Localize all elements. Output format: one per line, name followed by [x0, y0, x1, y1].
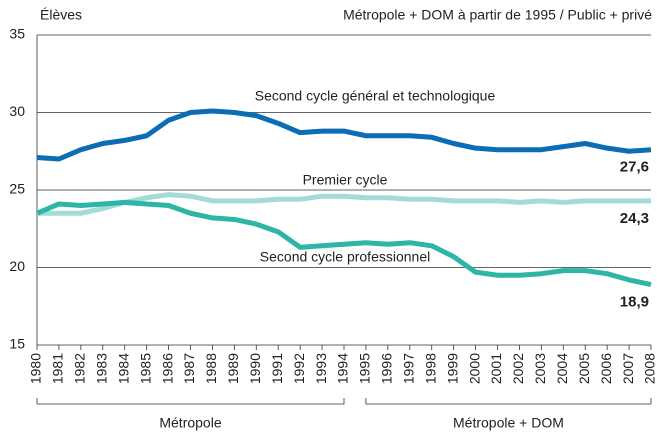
x-tick-label: 2001 [488, 353, 504, 384]
x-tick-label: 1995 [357, 353, 373, 384]
x-tick-label: 1998 [422, 353, 438, 384]
line-series [37, 192, 651, 216]
line-series [36, 108, 652, 162]
y-tick-label: 15 [9, 336, 25, 352]
x-tick-label: 2004 [554, 353, 570, 384]
y-tick-label: 20 [9, 258, 25, 274]
x-tick-label: 1994 [335, 353, 351, 384]
x-tick-label: 2002 [510, 353, 526, 384]
period-bracket [365, 398, 652, 405]
x-tick-label: 2007 [620, 353, 636, 384]
x-tick-label: 1989 [225, 353, 241, 384]
x-tick-label: 1996 [379, 353, 395, 384]
x-tick-label: 2008 [642, 353, 657, 384]
line-series [36, 199, 652, 287]
x-tick-label: 1992 [291, 353, 307, 384]
x-tick-label: 1982 [72, 353, 88, 384]
value-label: 27,6 [620, 159, 649, 176]
x-tick-label: 1986 [159, 353, 175, 384]
x-tick-label: 1981 [50, 353, 66, 384]
x-tick-label: 2000 [466, 353, 482, 384]
y-tick-label: 25 [9, 181, 25, 197]
series-label: Second cycle professionnel [260, 249, 430, 265]
x-tick-label: 1980 [28, 353, 44, 384]
x-tick-label: 1984 [115, 353, 131, 384]
y-axis-label: Élèves [40, 7, 82, 23]
x-tick-label: 1985 [137, 353, 153, 384]
x-tick-label: 1997 [400, 353, 416, 384]
x-tick-label: 1988 [203, 353, 219, 384]
x-tick-label: 1983 [93, 353, 109, 384]
x-tick-label: 2003 [532, 353, 548, 384]
y-tick-label: 35 [9, 26, 25, 42]
period-bracket [36, 398, 345, 405]
x-tick-label: 2005 [576, 353, 592, 384]
x-tick-label: 1993 [313, 353, 329, 384]
x-tick-label: 1991 [269, 353, 285, 384]
x-tick-label: 1999 [444, 353, 460, 384]
series-label: Second cycle général et technologique [255, 88, 496, 104]
note: Métropole + DOM à partir de 1995 / Publi… [343, 7, 652, 23]
x-tick-label: 1987 [181, 353, 197, 384]
period-label: Métropole [159, 415, 221, 431]
value-label: 24,3 [620, 210, 649, 227]
x-tick-label: 1990 [247, 353, 263, 384]
period-label: Métropole + DOM [453, 415, 564, 431]
y-tick-label: 30 [9, 103, 25, 119]
x-tick-label: 2006 [598, 353, 614, 384]
series-label: Premier cycle [303, 172, 388, 188]
value-label: 18,9 [620, 294, 649, 311]
